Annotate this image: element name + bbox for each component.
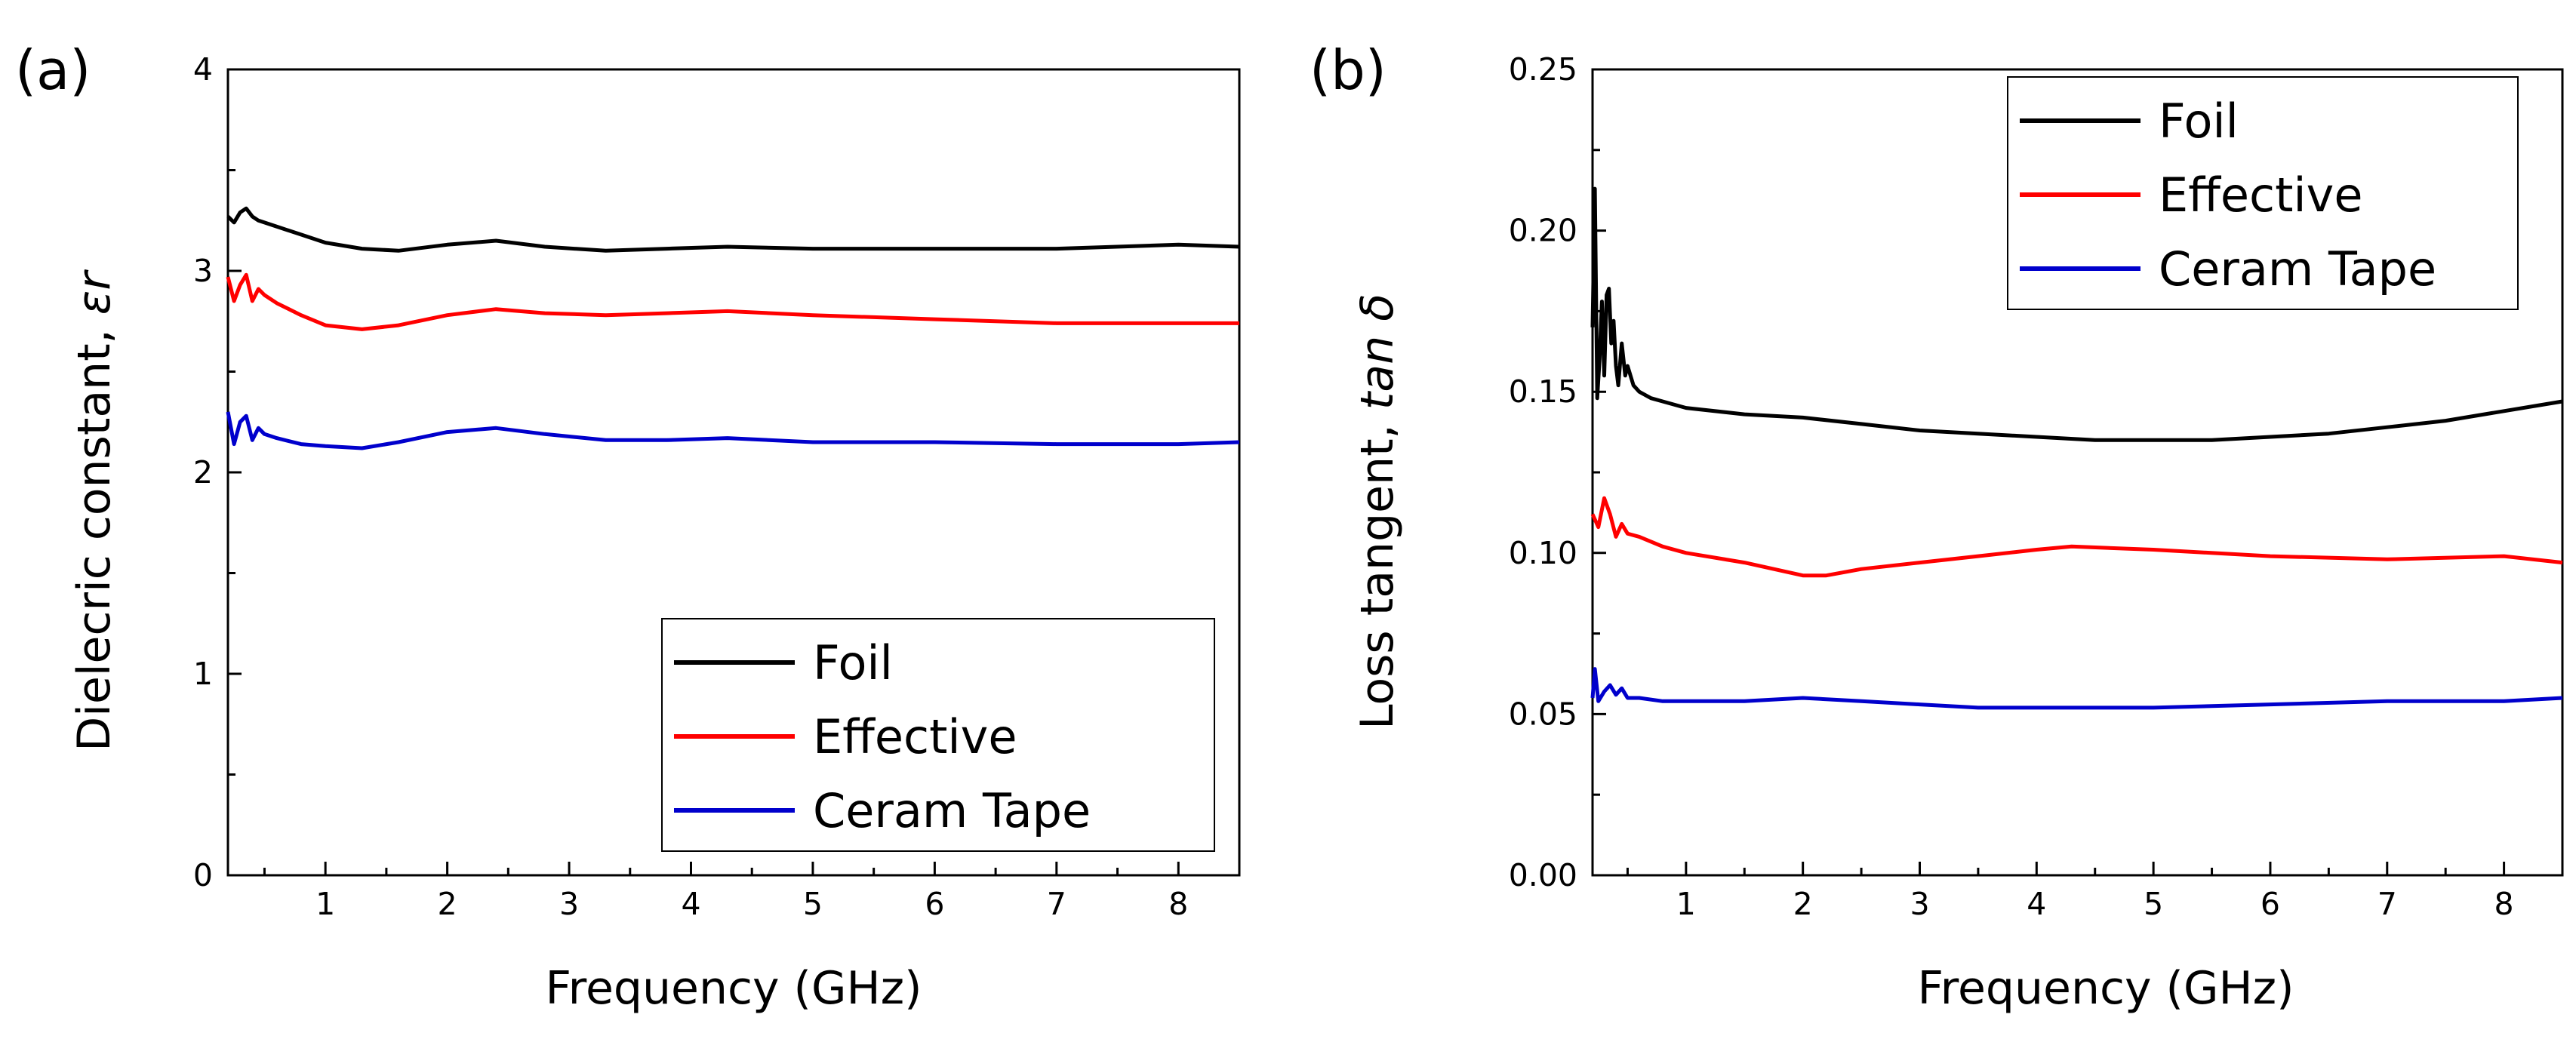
legend-a: Foil Effective Ceram Tape bbox=[661, 618, 1215, 852]
y-tick-label: 0.15 bbox=[1509, 373, 1577, 410]
legend-b: Foil Effective Ceram Tape bbox=[2007, 76, 2519, 310]
y-tick-label: 4 bbox=[193, 51, 213, 88]
x-tick-label: 8 bbox=[2494, 886, 2514, 922]
x-tick-label: 2 bbox=[1793, 886, 1813, 922]
x-tick-label: 3 bbox=[559, 886, 579, 922]
x-tick-label: 1 bbox=[315, 886, 335, 922]
x-tick-label: 5 bbox=[803, 886, 823, 922]
y-axis-label-a-text: Dielecric constant, bbox=[68, 315, 121, 752]
chart-panel-a: (a) 1 2 3 4 5 6 7 8 0 1 2 3 4 Frequency (GHz) Dielec… bbox=[15, 38, 1241, 1015]
panel-a-label: (a) bbox=[15, 38, 91, 102]
y-axis-label-a: Dielecric constant, εr bbox=[68, 269, 121, 752]
y-axis-label-b-text: Loss tangent, bbox=[1351, 410, 1404, 730]
x-tick-label: 6 bbox=[925, 886, 944, 922]
series-line-foil bbox=[1590, 186, 2563, 442]
y-tick-label: 0.25 bbox=[1509, 51, 1577, 88]
y-axis-label-a-symbol: εr bbox=[68, 269, 121, 315]
y-tick-label: 0 bbox=[193, 857, 213, 893]
series-line-foil bbox=[226, 206, 1240, 253]
x-tick-label: 3 bbox=[1910, 886, 1929, 922]
series-line-ceram-tape bbox=[1590, 667, 2563, 710]
y-tick-label: 0.10 bbox=[1509, 535, 1577, 571]
x-tick-label: 1 bbox=[1676, 886, 1696, 922]
legend-label-effective: Effective bbox=[2159, 168, 2363, 223]
chart-panel-b: (b) 1 2 3 4 5 6 7 8 0.00 0.05 0.10 0.15 0.20 0.25 Fre… bbox=[1310, 38, 2564, 1015]
series-line-effective bbox=[1590, 496, 2563, 578]
x-axis-label-a: Frequency (GHz) bbox=[546, 962, 922, 1015]
plot-area-b: 1 2 3 4 5 6 7 8 0.00 0.05 0.10 0.15 0.20 0.25 bbox=[1509, 51, 2564, 922]
x-tick-label: 5 bbox=[2144, 886, 2163, 922]
plot-area-a: 1 2 3 4 5 6 7 8 0 1 2 3 4 bbox=[193, 51, 1241, 922]
y-tick-label: 0.20 bbox=[1509, 213, 1577, 249]
y-tick-label: 0.00 bbox=[1509, 857, 1577, 893]
x-tick-label: 2 bbox=[438, 886, 457, 922]
legend-label-effective: Effective bbox=[813, 709, 1017, 764]
panel-b-label: (b) bbox=[1310, 38, 1386, 102]
x-axis-label-b: Frequency (GHz) bbox=[1918, 962, 2294, 1015]
x-tick-label: 7 bbox=[1047, 886, 1066, 922]
x-tick-label: 6 bbox=[2261, 886, 2280, 922]
x-tick-label: 8 bbox=[1168, 886, 1188, 922]
y-tick-label: 1 bbox=[193, 656, 213, 692]
y-axis-label-b: Loss tangent, tan δ bbox=[1351, 294, 1404, 730]
x-tick-label: 7 bbox=[2377, 886, 2397, 922]
y-axis-label-b-symbol: tan δ bbox=[1351, 294, 1404, 410]
y-tick-label: 3 bbox=[193, 253, 213, 289]
x-tick-label: 4 bbox=[681, 886, 700, 922]
series-line-effective bbox=[226, 272, 1239, 331]
series-line-ceram-tape bbox=[226, 411, 1240, 450]
x-tick-label: 4 bbox=[2027, 886, 2046, 922]
y-tick-label: 2 bbox=[193, 454, 213, 490]
legend-label-foil: Foil bbox=[813, 635, 893, 690]
legend-label-ceram-tape: Ceram Tape bbox=[2159, 241, 2436, 297]
y-tick-label: 0.05 bbox=[1509, 696, 1577, 732]
legend-label-ceram-tape: Ceram Tape bbox=[813, 783, 1091, 838]
legend-label-foil: Foil bbox=[2159, 94, 2239, 149]
